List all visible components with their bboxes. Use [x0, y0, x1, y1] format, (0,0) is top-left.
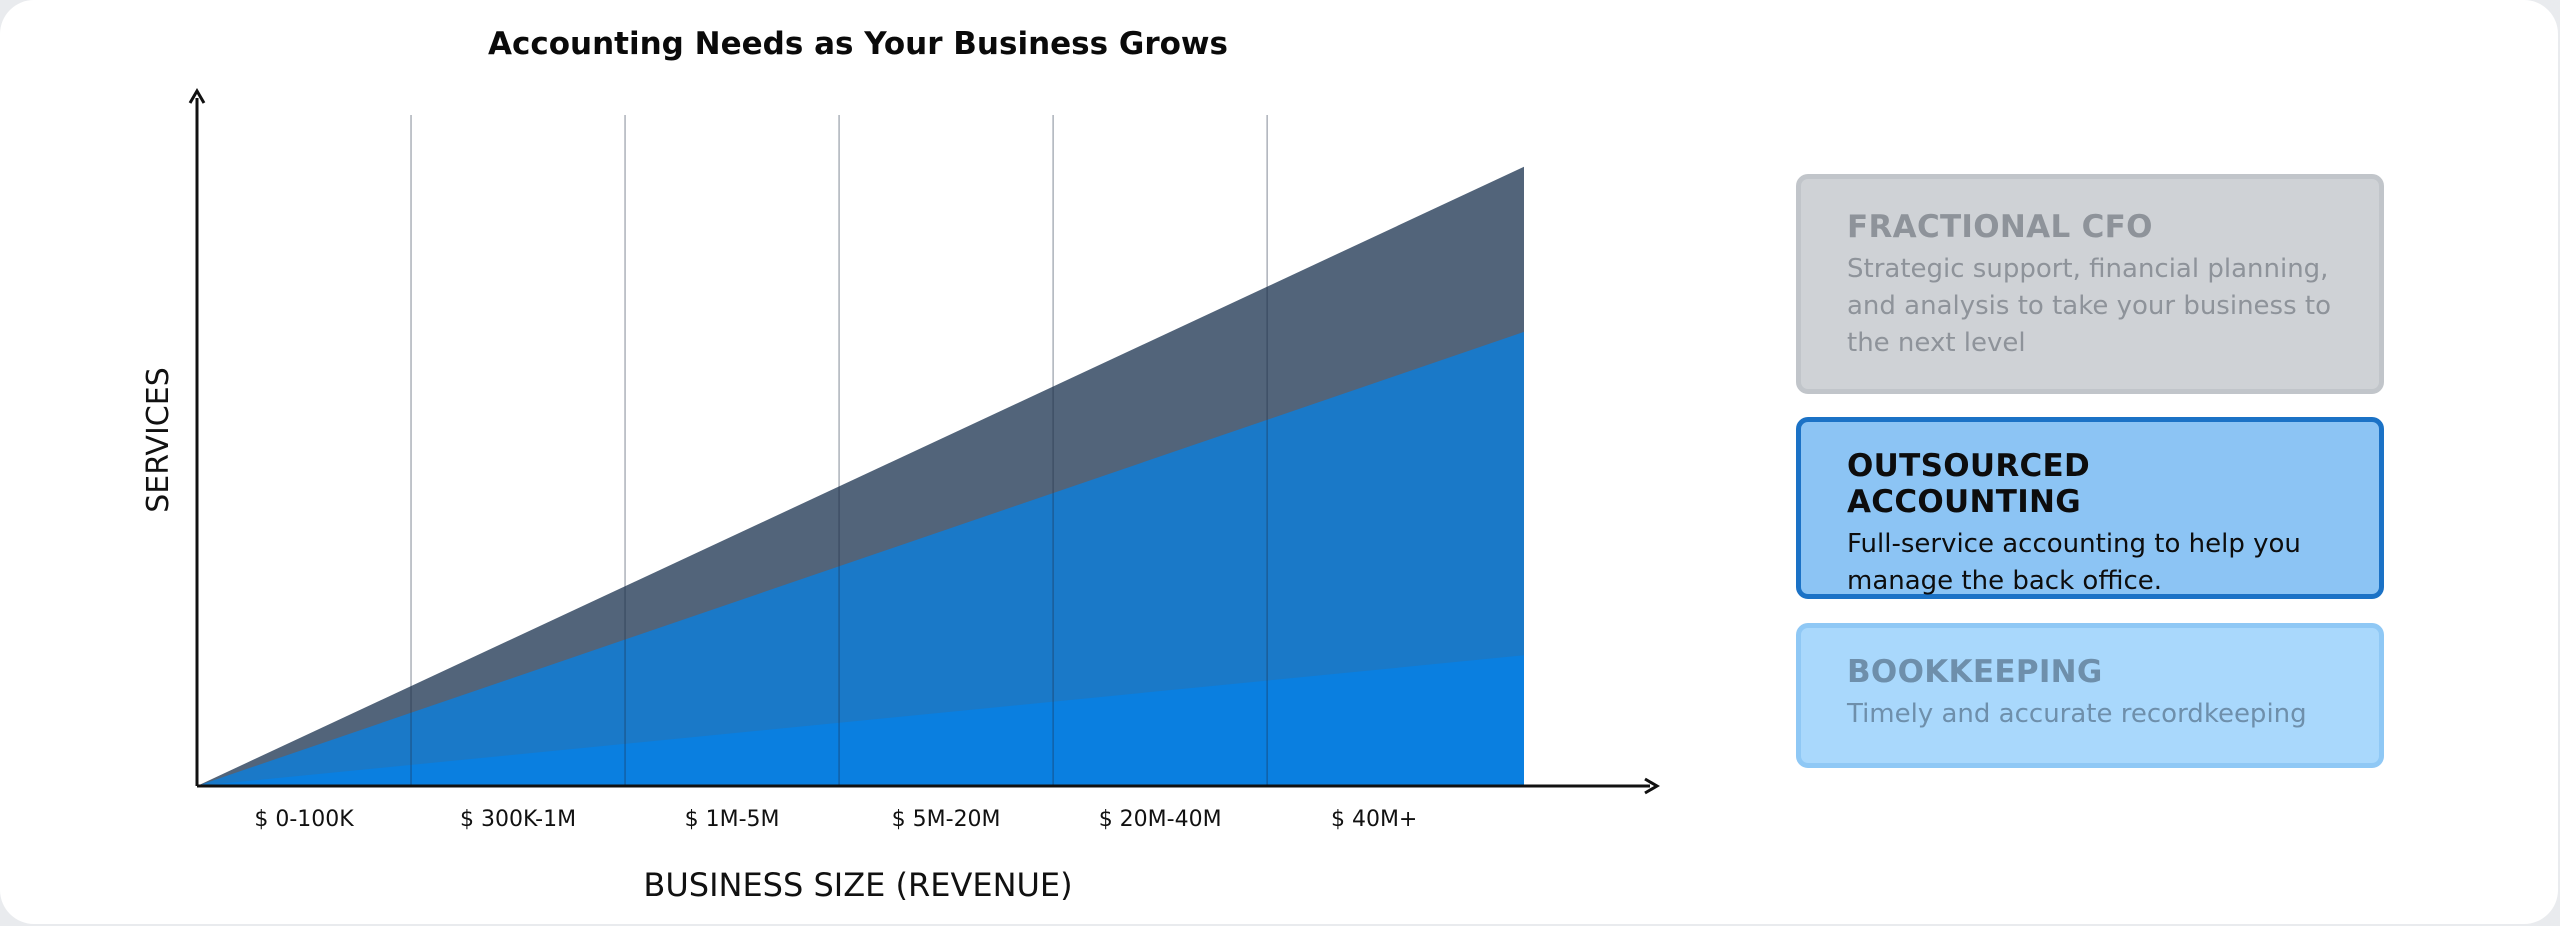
x-tick-label: $ 0-100K — [254, 807, 354, 832]
outsourced-accounting-title: OUTSOURCED ACCOUNTING — [1847, 448, 2091, 520]
area-bookkeeping — [197, 655, 1524, 786]
x-tick-label: $ 300K-1M — [460, 807, 576, 832]
grid-lines — [410, 115, 1268, 786]
chart-title: Accounting Needs as Your Business Grows — [487, 26, 1228, 62]
fractional-cfo-description: Strategic support, financial planning, a… — [1847, 254, 2332, 358]
bookkeeping-description: Timely and accurate recordkeeping — [1847, 699, 2307, 729]
x-axis-arrowhead — [1644, 777, 1660, 795]
fractional-cfo-panel[interactable]: FRACTIONAL CFO Strategic support, financ… — [1796, 174, 2384, 394]
x-tick-labels: $ 0-100K $ 300K-1M $ 1M-5M $ 5M-20M $ 20M-40… — [254, 807, 1417, 832]
x-tick-label: $ 1M-5M — [685, 807, 780, 832]
x-tick-label: $ 40M+ — [1331, 807, 1417, 832]
fractional-cfo-title: FRACTIONAL CFO — [1847, 209, 2153, 245]
area-outsourced-accounting — [197, 331, 1524, 786]
bookkeeping-title: BOOKKEEPING — [1847, 654, 2103, 690]
area-chart: $ 0-100K $ 300K-1M $ 1M-5M $ 5M-20M $ 20M-40… — [141, 88, 1660, 904]
y-axis-title: SERVICES — [141, 367, 176, 513]
axes — [188, 88, 1660, 795]
y-axis-arrowhead — [188, 88, 206, 104]
x-tick-label: $ 5M-20M — [892, 807, 1001, 832]
x-axis-title: BUSINESS SIZE (REVENUE) — [643, 866, 1072, 904]
outsourced-accounting-description: Full-service accounting to help you mana… — [1847, 529, 2301, 596]
area-series-group — [197, 166, 1524, 787]
outsourced-accounting-panel[interactable]: OUTSOURCED ACCOUNTING Full-service accou… — [1796, 417, 2384, 599]
x-tick-label: $ 20M-40M — [1099, 807, 1222, 832]
bookkeeping-panel[interactable]: BOOKKEEPING Timely and accurate recordke… — [1796, 623, 2384, 768]
